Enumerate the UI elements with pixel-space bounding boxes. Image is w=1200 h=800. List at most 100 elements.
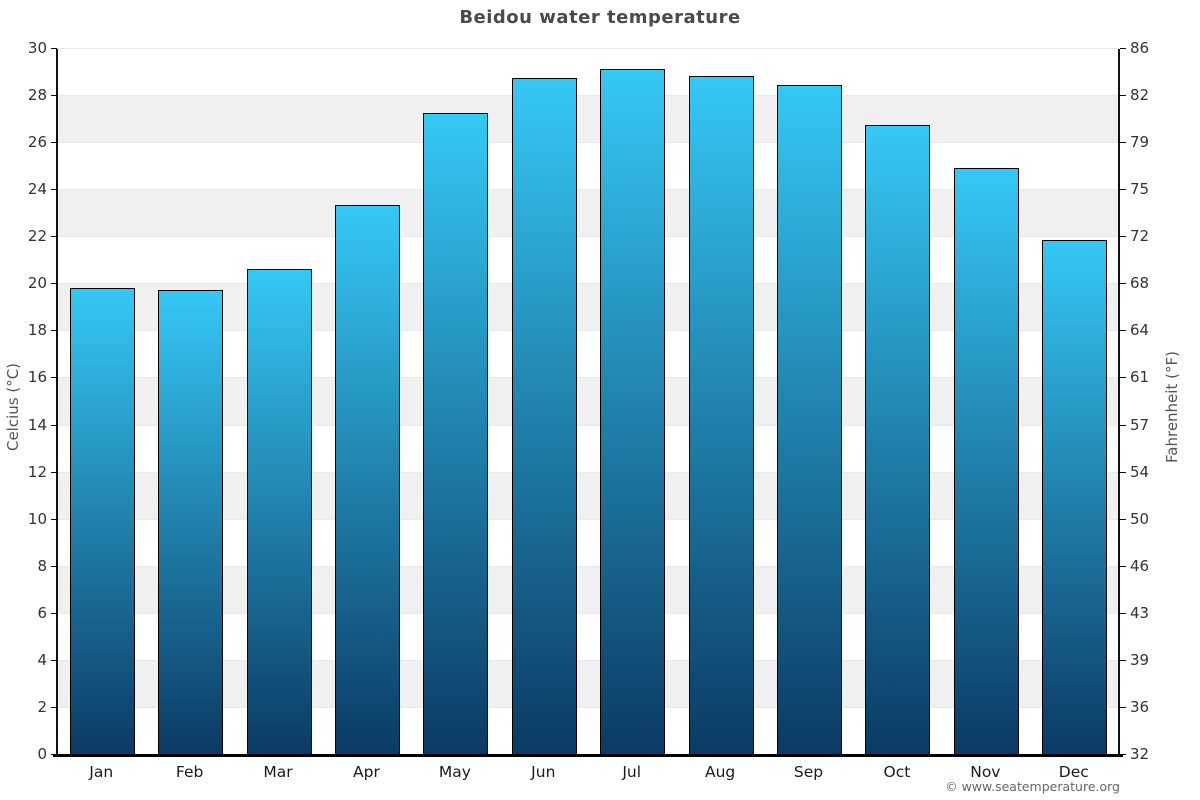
y-tick-left	[51, 706, 57, 708]
y-tick-label-celsius: 6	[37, 603, 47, 622]
y-tick-label-fahrenheit: 39	[1130, 650, 1150, 669]
y-tick-left	[51, 612, 57, 614]
y-tick-right	[1119, 565, 1126, 567]
y-tick-label-celsius: 14	[27, 415, 47, 434]
grid-band	[57, 660, 1118, 708]
y-tick-right	[1119, 754, 1126, 755]
y-tick-left	[51, 330, 57, 332]
gridline	[57, 142, 1118, 144]
y-tick-label-celsius: 28	[27, 86, 47, 105]
y-tick-label-fahrenheit: 54	[1130, 462, 1150, 481]
grid-band	[57, 377, 1118, 426]
bar-jun	[511, 78, 577, 756]
x-tick-label-oct: Oct	[883, 763, 911, 781]
y-tick-label-celsius: 20	[27, 274, 47, 293]
chart-title: Beidou water temperature	[459, 7, 741, 28]
grid-band	[57, 283, 1118, 331]
grid-band	[57, 95, 1118, 143]
y-tick-label-fahrenheit: 36	[1130, 697, 1150, 716]
x-tick-label-may: May	[438, 763, 471, 781]
y-tick-label-fahrenheit: 57	[1130, 415, 1150, 434]
grid-band	[57, 472, 1118, 520]
y-tick-left	[51, 189, 57, 191]
gridline	[57, 518, 1118, 520]
bar-oct	[865, 125, 931, 756]
gridline	[57, 95, 1118, 97]
y-tick-label-celsius: 12	[27, 462, 47, 481]
y-tick-right	[1119, 95, 1126, 97]
gridline	[57, 471, 1118, 473]
y-tick-label-celsius: 30	[27, 39, 47, 57]
y-tick-right	[1119, 424, 1126, 426]
bar-dec	[1042, 240, 1108, 756]
y-tick-left	[51, 142, 57, 144]
bar-sep	[777, 85, 843, 756]
y-tick-left	[51, 95, 57, 97]
y-tick-label-fahrenheit: 64	[1130, 321, 1150, 340]
y-tick-left	[51, 518, 57, 520]
y-tick-left	[51, 377, 57, 379]
y-tick-label-fahrenheit: 82	[1130, 86, 1150, 105]
y-tick-label-celsius: 2	[37, 697, 47, 716]
y-tick-label-celsius: 22	[27, 227, 47, 246]
gridline	[57, 659, 1118, 661]
bar-jul	[600, 68, 666, 756]
x-tick-label-aug: Aug	[704, 763, 736, 781]
y-tick-right	[1119, 189, 1126, 191]
copyright-text: © www.seatemperature.org	[945, 779, 1120, 794]
y-tick-label-fahrenheit: 75	[1130, 180, 1150, 199]
y-tick-left	[51, 48, 57, 49]
grid-band	[57, 189, 1118, 237]
x-tick-label-jan: Jan	[89, 763, 114, 781]
bar-feb	[158, 289, 224, 756]
y-tick-label-fahrenheit: 32	[1130, 745, 1150, 763]
y-axis-line-right	[1118, 48, 1120, 755]
y-tick-left	[51, 236, 57, 238]
bar-mar	[246, 268, 312, 756]
y-tick-left	[51, 754, 57, 755]
y-tick-right	[1119, 612, 1126, 614]
y-tick-label-fahrenheit: 86	[1130, 39, 1150, 57]
bar-nov	[953, 167, 1019, 756]
bar-jan	[69, 287, 135, 756]
y-tick-label-celsius: 16	[27, 368, 47, 387]
y-tick-right	[1119, 706, 1126, 708]
y-tick-label-celsius: 4	[37, 650, 47, 669]
y-tick-right	[1119, 283, 1126, 285]
y-tick-label-fahrenheit: 50	[1130, 509, 1150, 528]
y-tick-label-celsius: 18	[27, 321, 47, 340]
y-tick-right	[1119, 518, 1126, 520]
y-tick-right	[1119, 659, 1126, 661]
x-tick-label-feb: Feb	[175, 763, 204, 781]
y-tick-right	[1119, 142, 1126, 144]
gridline	[57, 706, 1118, 708]
y-tick-label-fahrenheit: 68	[1130, 274, 1150, 293]
y-tick-label-celsius: 8	[37, 556, 47, 575]
gridline	[57, 424, 1118, 426]
gridline	[57, 565, 1118, 567]
grid-band	[57, 566, 1118, 614]
gridline	[57, 236, 1118, 238]
y-tick-label-celsius: 24	[27, 180, 47, 199]
x-tick-label-apr: Apr	[353, 763, 380, 781]
y-tick-label-fahrenheit: 79	[1130, 133, 1150, 152]
y-tick-label-celsius: 10	[27, 509, 47, 528]
gridline	[57, 330, 1118, 332]
y-tick-right	[1119, 471, 1126, 473]
y-tick-label-celsius: 26	[27, 133, 47, 152]
y-tick-left	[51, 283, 57, 285]
y-tick-left	[51, 565, 57, 567]
bar-may	[423, 113, 489, 756]
y-tick-right	[1119, 236, 1126, 238]
y-tick-label-fahrenheit: 46	[1130, 556, 1150, 575]
y-tick-label-fahrenheit: 61	[1130, 368, 1150, 387]
y-tick-left	[51, 471, 57, 473]
x-tick-label-jul: Jul	[622, 763, 642, 781]
y-tick-right	[1119, 48, 1126, 49]
gridline	[57, 283, 1118, 285]
x-tick-label-nov: Nov	[970, 763, 1001, 781]
bar-aug	[688, 75, 754, 756]
gridline	[57, 612, 1118, 614]
y-tick-right	[1119, 377, 1126, 379]
